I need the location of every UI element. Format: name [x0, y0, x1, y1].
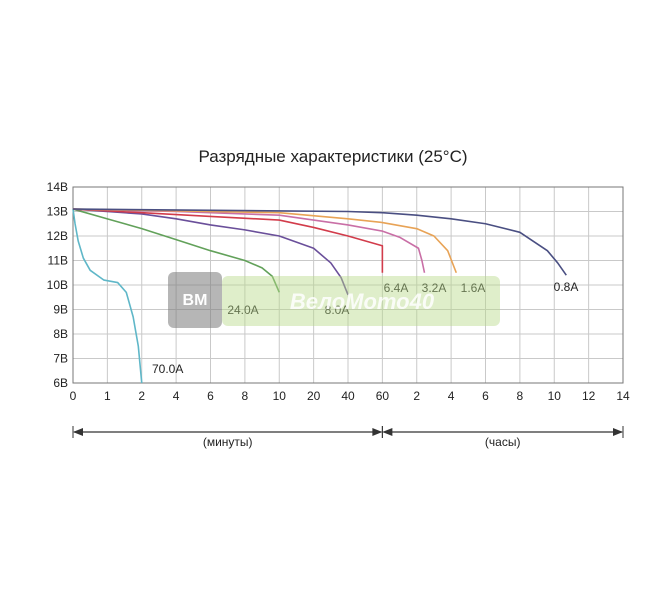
x-tick-label: 6 [207, 389, 214, 403]
x-tick-label: 4 [448, 389, 455, 403]
watermark-logo-text: BM [183, 292, 208, 309]
plot-frame [72, 186, 624, 384]
arrowhead-left [73, 428, 83, 436]
time-sections: (минуты) (часы) [72, 426, 624, 449]
watermark-banner [222, 276, 500, 326]
series-line-6_4A [72, 208, 384, 273]
series-layer [72, 208, 567, 384]
series-label: 8.0A [325, 303, 350, 317]
series-label: 70.0A [152, 362, 183, 376]
x-tick-label: 1 [104, 389, 111, 403]
x-tick-label: 0 [70, 389, 77, 403]
watermark: BM ВелоМото40 [168, 272, 500, 328]
series-line-8_0A [72, 208, 349, 296]
series-label: 0.8A [554, 280, 579, 294]
y-tick-label: 9В [53, 303, 68, 317]
section-label-minutes: (минуты) [203, 435, 253, 449]
x-axis: 0 1 2 4 6 8 10 20 40 60 2 4 6 8 10 12 14 [70, 389, 630, 403]
watermark-logo [168, 272, 222, 328]
arrowhead-right [613, 428, 623, 436]
series-line-0_8A [72, 208, 567, 276]
y-tick-label: 7В [53, 352, 68, 366]
x-tick-label: 40 [341, 389, 355, 403]
x-tick-label: 10 [548, 389, 562, 403]
x-tick-label: 8 [242, 389, 249, 403]
watermark-brand-text: ВелоМото40 [290, 289, 435, 314]
x-tick-label: 14 [616, 389, 630, 403]
y-tick-label: 12В [47, 229, 68, 243]
series-line-1_6A [72, 208, 458, 274]
arrowhead-left [382, 428, 393, 436]
x-tick-label: 6 [482, 389, 489, 403]
series-label: 3.2A [422, 281, 447, 295]
series-line-70_0A [72, 208, 143, 384]
x-tick-label: 2 [138, 389, 145, 403]
x-tick-label: 4 [173, 389, 180, 403]
x-tick-label: 60 [376, 389, 390, 403]
chart-title: Разрядные характеристики (25°C) [198, 147, 467, 166]
y-tick-label: 8В [53, 327, 68, 341]
y-axis: 14В 13В 12В 11В 10В 9В 8В 7В 6В [47, 180, 68, 390]
y-tick-label: 6В [53, 376, 68, 390]
series-label: 24.0A [227, 303, 258, 317]
grid [72, 186, 624, 384]
series-label: 6.4A [384, 281, 409, 295]
x-tick-label: 12 [582, 389, 596, 403]
series-label: 1.6A [461, 281, 486, 295]
series-line-24_0A [72, 208, 280, 293]
x-tick-label: 10 [273, 389, 287, 403]
section-label-hours: (часы) [485, 435, 521, 449]
series-labels: 70.0A 24.0A 8.0A 6.4A 3.2A 1.6A 0.8A [152, 280, 578, 376]
y-tick-label: 13В [47, 205, 68, 219]
x-tick-label: 2 [413, 389, 420, 403]
y-tick-label: 10В [47, 278, 68, 292]
y-tick-label: 11В [48, 254, 68, 268]
arrowhead-right [372, 428, 383, 436]
x-tick-label: 20 [307, 389, 321, 403]
y-tick-label: 14В [47, 180, 68, 194]
x-tick-label: 8 [517, 389, 524, 403]
